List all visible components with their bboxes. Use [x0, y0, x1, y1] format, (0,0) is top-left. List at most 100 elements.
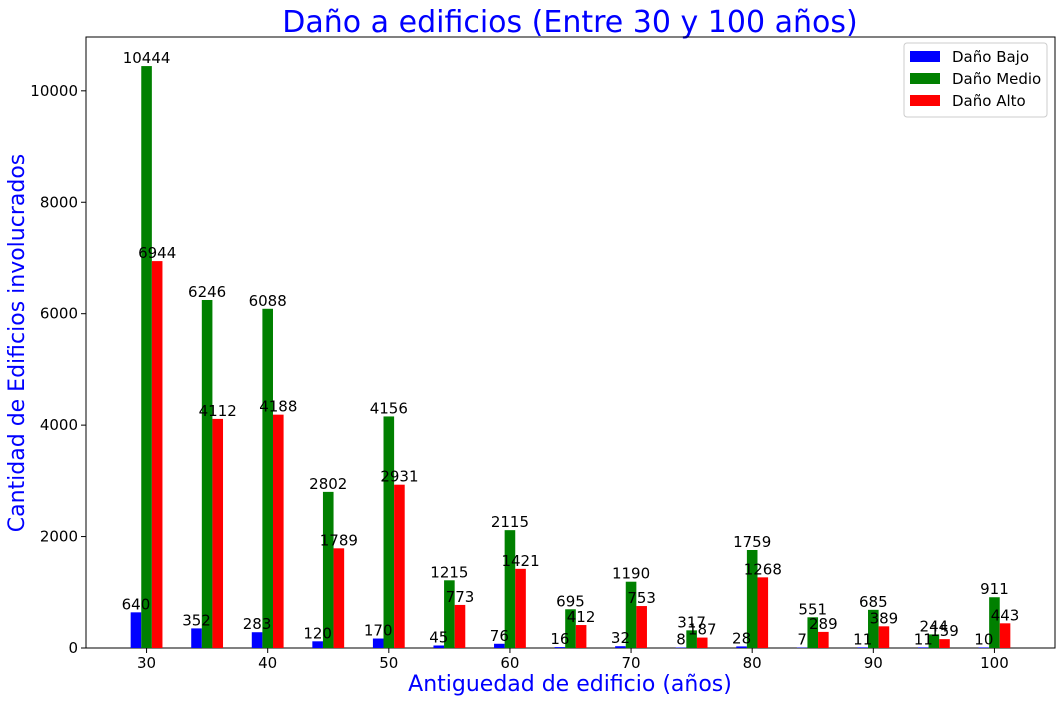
- chart-title: Daño a edificios (Entre 30 y 100 años): [282, 5, 857, 40]
- bar: [383, 416, 395, 648]
- data-label: 352: [182, 611, 211, 629]
- plot-area: [85, 36, 1056, 649]
- data-label: 28: [732, 629, 751, 647]
- data-label: 2115: [491, 513, 529, 531]
- x-axis: 30 40 50 60 70 80 90 100: [137, 648, 1009, 672]
- bar: [917, 647, 929, 648]
- y-tick-label: 6000: [40, 305, 78, 323]
- y-tick-label: 0: [68, 639, 78, 657]
- bar-marks: [130, 66, 1011, 648]
- data-label: 11: [914, 630, 933, 648]
- bar: [141, 66, 152, 648]
- data-label: 10: [974, 630, 993, 648]
- x-tick-label: 50: [379, 654, 398, 672]
- bar: [928, 634, 940, 648]
- bar: [746, 549, 758, 648]
- bar: [151, 261, 163, 648]
- legend-swatch: [910, 95, 940, 106]
- data-label: 170: [364, 622, 393, 640]
- bar: [696, 637, 708, 648]
- data-label: 911: [980, 580, 1009, 598]
- data-label: 695: [556, 592, 585, 610]
- legend-label: Daño Medio: [952, 70, 1041, 88]
- x-tick-label: 70: [622, 654, 641, 672]
- x-tick-label: 40: [258, 654, 277, 672]
- bar: [999, 623, 1011, 648]
- data-label: 32: [611, 629, 630, 647]
- data-label: 1215: [430, 563, 468, 581]
- data-label: 4112: [199, 402, 237, 420]
- data-label: 4156: [370, 399, 408, 417]
- data-label: 4188: [259, 398, 297, 416]
- bar: [272, 414, 284, 648]
- data-label: 1268: [744, 560, 782, 578]
- data-label: 45: [429, 628, 448, 646]
- data-label: 412: [567, 608, 596, 626]
- data-label: 289: [809, 615, 838, 633]
- data-label: 159: [930, 622, 959, 640]
- data-labels: 640 352 283 120 170 45 76 16 32 8 28 7 11 11 10 10444 62…: [122, 49, 1020, 649]
- data-label: 16: [550, 630, 569, 648]
- data-label: 76: [490, 627, 509, 645]
- bar: [565, 609, 576, 648]
- data-label: 773: [446, 588, 475, 606]
- data-label: 7: [797, 631, 807, 649]
- bar: [372, 638, 384, 648]
- plot-frame: [85, 36, 1056, 649]
- bar: [212, 418, 224, 648]
- legend: Daño Bajo Daño Medio Daño Alto: [903, 42, 1048, 118]
- data-label: 6088: [249, 292, 287, 310]
- bar: [312, 641, 323, 648]
- data-label: 1789: [320, 531, 358, 549]
- data-label: 187: [688, 621, 717, 639]
- bar: [978, 647, 990, 648]
- bar: [444, 580, 455, 648]
- data-label: 244: [920, 617, 949, 635]
- bar: [554, 647, 566, 648]
- bar: [939, 639, 950, 648]
- data-label: 753: [627, 589, 656, 607]
- data-label: 2931: [380, 468, 418, 486]
- data-label: 1421: [501, 552, 539, 570]
- bar: [433, 645, 445, 648]
- x-tick-label: 30: [137, 654, 156, 672]
- legend-swatch: [910, 51, 940, 62]
- bar: [868, 609, 879, 648]
- bar: [494, 643, 505, 648]
- bar: [454, 604, 466, 648]
- bar: [857, 647, 869, 648]
- x-tick-label: 80: [743, 654, 762, 672]
- bar: [818, 631, 829, 648]
- bar: [201, 299, 213, 648]
- data-label: 283: [243, 615, 272, 633]
- bar: [191, 628, 202, 648]
- data-label: 11: [853, 630, 872, 648]
- legend-label: Daño Alto: [952, 92, 1026, 110]
- bar: [251, 632, 263, 648]
- bar: [575, 625, 587, 648]
- data-label: 317: [677, 613, 706, 631]
- bar: [878, 626, 890, 648]
- data-label: 1759: [733, 533, 771, 551]
- y-axis-label: Cantidad de Edificios involucrados: [5, 154, 30, 532]
- bar: [262, 308, 273, 648]
- x-tick-label: 100: [980, 654, 1009, 672]
- legend-label: Daño Bajo: [952, 48, 1029, 66]
- x-tick-label: 90: [864, 654, 883, 672]
- data-label: 443: [991, 606, 1020, 624]
- data-label: 2802: [309, 475, 347, 493]
- data-label: 6246: [188, 283, 226, 301]
- bar: [807, 617, 819, 648]
- bar: [322, 491, 334, 648]
- data-label: 389: [870, 609, 899, 627]
- bar: [625, 581, 637, 648]
- bar: [130, 612, 142, 648]
- bar: [686, 630, 697, 648]
- y-tick-label: 4000: [40, 416, 78, 434]
- data-label: 10444: [123, 49, 171, 67]
- legend-swatch: [910, 73, 940, 84]
- bar: [757, 577, 769, 648]
- data-label: 685: [859, 593, 888, 611]
- x-tick-label: 60: [500, 654, 519, 672]
